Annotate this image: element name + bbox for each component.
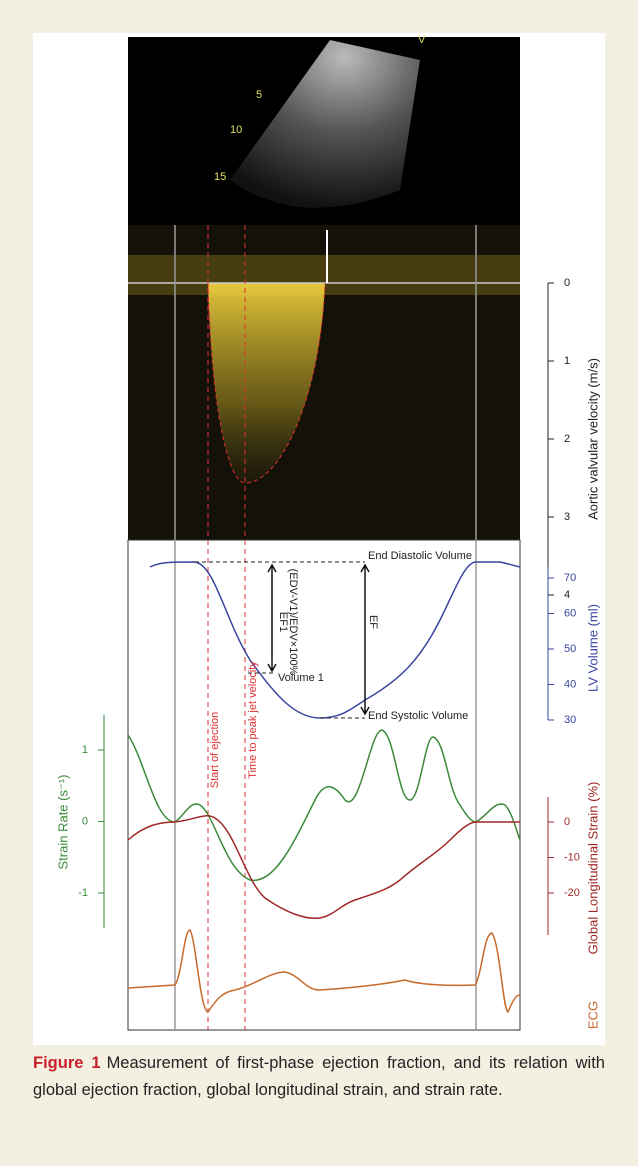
tick-label: 40 [564,678,576,690]
tick-label: 0 [82,815,88,827]
tick-label: -10 [564,851,580,863]
tick-label: 70 [564,572,576,584]
page: V 5 10 15 Aortic valvular velocity (m/s)… [0,0,638,1166]
figure: V 5 10 15 Aortic valvular velocity (m/s)… [0,0,638,1046]
annotation: Volume 1 [278,672,324,684]
tick-label: -20 [564,887,580,899]
tick-label: 30 [564,714,576,726]
tick-label: 1 [82,744,88,756]
caption-text: Measurement of first-phase ejection frac… [33,1054,605,1099]
tick-label: 3 [564,511,570,523]
echo-label: V [418,34,426,46]
annotation: Start of ejection [209,712,221,788]
tick-label: 60 [564,607,576,619]
strain-axis-label: Global Longitudinal Strain (%) [585,782,600,955]
tick-label: 4 [564,589,570,601]
annotation: End Diastolic Volume [368,550,472,562]
tick-label: 1 [564,355,570,367]
ecg-label: ECG [585,1001,600,1029]
echo-label: 5 [256,89,262,101]
annotation: End Systolic Volume [368,710,468,722]
tick-label: 0 [564,816,570,828]
tick-label: -1 [78,887,88,899]
tick-label: 2 [564,433,570,445]
velocity-axis-label: Aortic valvular velocity (m/s) [585,358,600,520]
echo-label: 15 [214,171,226,183]
curve-panel [128,540,520,1030]
strain-rate-axis-label: Strain Rate (s⁻¹) [55,775,70,870]
annotation: Time to peak jet velocity [247,661,259,779]
caption-label: Figure 1 [33,1054,101,1072]
volume-axis-label: LV Volume (ml) [585,604,600,692]
annotation: (EDV-V1)/EDV×100% [287,569,299,676]
tick-label: 50 [564,643,576,655]
echo-label: 10 [230,124,242,136]
annotation: EF [367,615,379,629]
tick-label: 0 [564,277,570,289]
